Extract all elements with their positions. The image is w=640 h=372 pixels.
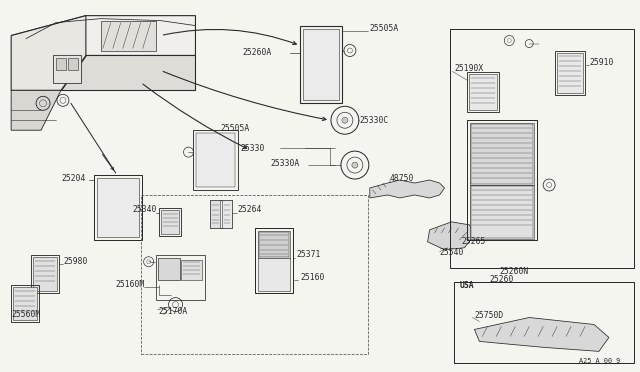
Text: 25560M: 25560M	[11, 310, 40, 319]
Bar	[303, 29, 339, 100]
Bar	[211, 200, 220, 228]
Bar	[467, 73, 499, 112]
Bar	[156, 255, 205, 299]
Bar	[300, 26, 342, 103]
Bar	[196, 133, 236, 187]
Polygon shape	[11, 16, 195, 55]
Bar	[97, 178, 139, 237]
Circle shape	[342, 117, 348, 123]
Circle shape	[352, 162, 358, 168]
Bar	[472, 124, 533, 184]
Bar	[454, 282, 634, 363]
Text: 25160M: 25160M	[116, 280, 145, 289]
Bar	[157, 258, 180, 280]
Text: 25260: 25260	[490, 275, 514, 284]
Bar	[472, 186, 533, 238]
Bar	[555, 51, 585, 95]
Text: A25 A 00 9: A25 A 00 9	[579, 358, 620, 364]
Text: 25170A: 25170A	[159, 307, 188, 316]
Polygon shape	[11, 16, 86, 90]
Polygon shape	[11, 90, 61, 130]
Text: 25190X: 25190X	[454, 64, 484, 73]
Text: 25260A: 25260A	[243, 48, 271, 57]
Text: 25204: 25204	[61, 173, 85, 183]
Bar	[159, 208, 180, 236]
Bar	[255, 228, 293, 293]
Bar	[470, 123, 534, 239]
Text: 25540: 25540	[440, 248, 464, 257]
Bar	[11, 285, 39, 323]
Polygon shape	[101, 20, 156, 51]
Bar	[13, 286, 37, 321]
Text: 25505A: 25505A	[370, 24, 399, 33]
Text: 48750: 48750	[390, 173, 414, 183]
Bar	[557, 52, 583, 93]
Text: 25750D: 25750D	[474, 311, 504, 320]
Bar	[56, 58, 66, 70]
Text: 25980: 25980	[63, 257, 87, 266]
Bar	[180, 260, 202, 280]
Text: 25160: 25160	[300, 273, 324, 282]
Polygon shape	[61, 55, 195, 90]
Bar	[53, 55, 81, 83]
Bar	[33, 257, 57, 291]
Bar	[193, 130, 238, 190]
Text: 25505A: 25505A	[220, 124, 250, 133]
Polygon shape	[428, 222, 474, 250]
Polygon shape	[370, 180, 445, 198]
Text: 25265: 25265	[461, 237, 486, 246]
Text: 25330A: 25330A	[270, 158, 300, 167]
Text: USA: USA	[460, 281, 474, 290]
Text: 25330: 25330	[240, 144, 265, 153]
Text: 25340: 25340	[132, 205, 157, 214]
Text: 25260N: 25260N	[499, 267, 529, 276]
Bar	[222, 200, 232, 228]
Text: 25330C: 25330C	[360, 116, 389, 125]
Text: 25910: 25910	[589, 58, 613, 67]
Bar	[94, 175, 141, 240]
Bar	[449, 29, 634, 268]
Bar	[161, 210, 179, 234]
Bar	[467, 120, 537, 240]
Bar	[259, 232, 289, 257]
Bar	[141, 195, 368, 355]
Bar	[31, 255, 59, 293]
Text: 25264: 25264	[237, 205, 262, 214]
Bar	[258, 231, 290, 291]
Bar	[211, 200, 232, 228]
Polygon shape	[474, 318, 609, 352]
Bar	[68, 58, 78, 70]
Bar	[469, 74, 497, 110]
Text: 25371: 25371	[296, 250, 321, 259]
